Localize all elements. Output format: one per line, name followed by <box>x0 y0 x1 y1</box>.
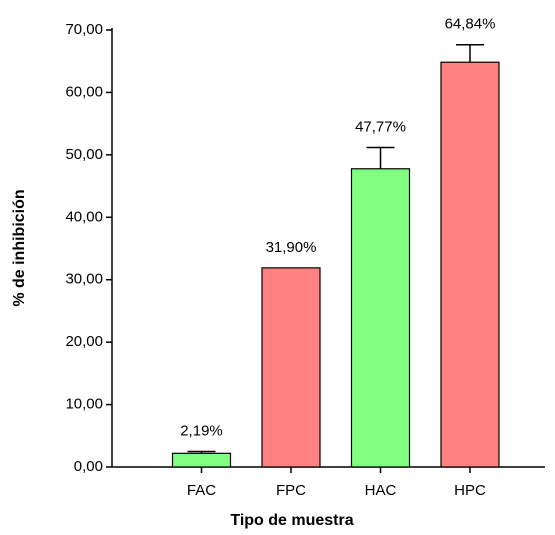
value-label: 47,77% <box>355 119 406 136</box>
bar <box>350 168 411 468</box>
bar <box>440 61 500 468</box>
y-tick-label: 0,00 <box>74 458 103 475</box>
bar <box>171 452 232 468</box>
x-tick-label: FAC <box>187 482 216 499</box>
y-tick-label: 50,00 <box>65 146 103 163</box>
x-tick-label: HAC <box>365 482 397 499</box>
y-tick-label: 20,00 <box>65 333 103 350</box>
x-axis-label: Tipo de muestra <box>230 512 353 529</box>
value-label: 31,90% <box>266 239 317 256</box>
y-tick-label: 70,00 <box>65 21 103 38</box>
x-tick-label: FPC <box>276 482 306 499</box>
value-label: 2,19% <box>180 422 223 439</box>
x-tick-label: HPC <box>454 482 486 499</box>
y-tick-label: 60,00 <box>65 83 103 100</box>
y-tick-label: 30,00 <box>65 271 103 288</box>
bar <box>261 267 321 468</box>
y-axis-label: % de inhibición <box>11 189 28 306</box>
y-tick-label: 10,00 <box>65 396 103 413</box>
y-tick-label: 40,00 <box>65 208 103 225</box>
value-label: 64,84% <box>445 16 496 33</box>
